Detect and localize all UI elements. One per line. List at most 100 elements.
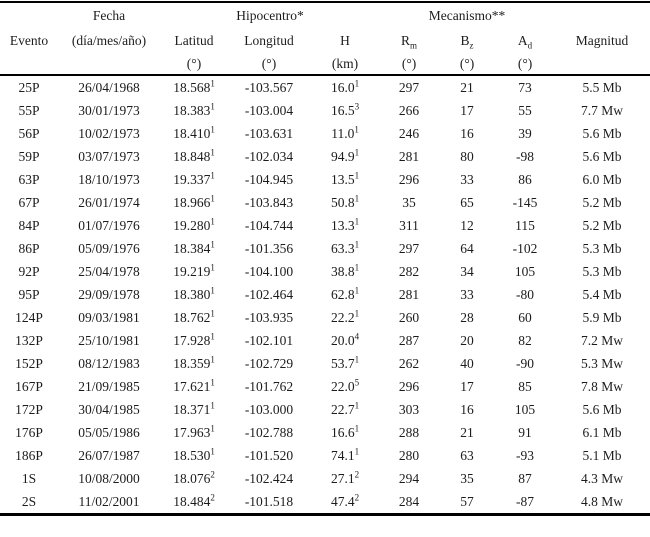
- cell-fecha: 18/10/1973: [78, 171, 140, 187]
- cell-h-footnote-marker: 5: [354, 377, 360, 387]
- cell-fecha: 10/08/2000: [78, 470, 140, 486]
- cell-rm: 296: [398, 171, 420, 187]
- cell-h-footnote-marker: 1: [354, 262, 360, 272]
- column-header-h: H: [340, 32, 350, 48]
- cell-latitud-footnote-marker: 1: [210, 377, 215, 387]
- cell-bz: 63: [460, 447, 474, 463]
- group-header-mecanismo: Mecanismo**: [428, 7, 506, 23]
- group-header-spacer-evento: [0, 2, 58, 28]
- cell-longitud: -103.843: [244, 194, 294, 210]
- cell-bz: 64: [460, 240, 474, 256]
- cell-magnitud: 5.3 Mw: [581, 355, 624, 371]
- bz-subscript: z: [469, 40, 474, 51]
- cell-latitud: 18.3591: [173, 354, 215, 371]
- unit-ad: (°): [496, 53, 555, 76]
- group-header-hipocentro: Hipocentro*: [236, 7, 304, 23]
- cell-ad: 91: [518, 424, 532, 440]
- column-header-latitud: Latitud: [174, 32, 214, 48]
- cell-longitud: -101.356: [244, 240, 294, 256]
- cell-magnitud: 5.4 Mb: [582, 286, 622, 302]
- cell-fecha: 09/03/1981: [78, 309, 140, 325]
- cell-fecha: 21/09/1985: [78, 378, 140, 394]
- cell-latitud-footnote-marker: 2: [210, 469, 215, 479]
- cell-evento: 186P: [15, 447, 43, 463]
- cell-ad: 87: [518, 470, 532, 486]
- table-row: 132P 25/10/1981 17.9281 -102.101 20.04 287 20 8…: [0, 329, 650, 352]
- cell-fecha: 03/07/1973: [78, 148, 140, 164]
- cell-evento: 25P: [18, 79, 40, 95]
- cell-longitud: -101.520: [244, 447, 294, 463]
- cell-fecha: 05/09/1976: [78, 240, 140, 256]
- cell-magnitud: 5.6 Mb: [582, 401, 622, 417]
- cell-h-footnote-marker: 2: [354, 469, 360, 479]
- column-label-row: Evento (día/mes/año) Latitud Longitud H …: [0, 28, 650, 53]
- cell-magnitud: 7.8 Mw: [581, 378, 624, 394]
- cell-latitud-footnote-marker: 1: [210, 170, 215, 180]
- cell-h-footnote-marker: 1: [354, 423, 360, 433]
- cell-bz: 20: [460, 332, 474, 348]
- cell-rm: 311: [399, 217, 419, 233]
- cell-fecha: 30/04/1985: [78, 401, 140, 417]
- cell-fecha: 26/01/1974: [78, 194, 140, 210]
- cell-h: 63.31: [330, 239, 360, 256]
- cell-longitud: -103.631: [244, 125, 294, 141]
- cell-rm: 297: [398, 79, 420, 95]
- cell-latitud: 18.3801: [173, 285, 215, 302]
- cell-bz: 28: [460, 309, 474, 325]
- column-header-longitud: Longitud: [244, 32, 294, 48]
- cell-longitud: -102.101: [244, 332, 294, 348]
- cell-latitud-footnote-marker: 1: [210, 308, 215, 318]
- cell-h-footnote-marker: 3: [354, 101, 360, 111]
- cell-latitud-footnote-marker: 1: [210, 239, 215, 249]
- cell-ad: 115: [515, 217, 535, 233]
- cell-rm: 246: [398, 125, 420, 141]
- cell-ad: 82: [518, 332, 532, 348]
- cell-magnitud: 5.2 Mb: [582, 194, 622, 210]
- table-row: 176P 05/05/1986 17.9631 -102.788 16.61 288 21 9…: [0, 421, 650, 444]
- cell-latitud: 18.0762: [173, 469, 215, 486]
- cell-longitud: -101.762: [244, 378, 294, 394]
- table-row: 124P 09/03/1981 18.7621 -103.935 22.21 260 28 6…: [0, 306, 650, 329]
- group-header-row: Fecha Hipocentro* Mecanismo**: [0, 2, 650, 28]
- unit-h: (km): [310, 53, 381, 76]
- table-row: 55P 30/01/1973 18.3831 -103.004 16.53 266 17 55…: [0, 99, 650, 122]
- cell-rm: 260: [398, 309, 420, 325]
- cell-rm: 281: [398, 286, 420, 302]
- cell-latitud: 18.8481: [173, 147, 215, 164]
- cell-evento: 92P: [18, 263, 40, 279]
- cell-rm: 288: [398, 424, 420, 440]
- cell-longitud: -104.744: [244, 217, 294, 233]
- column-header-bz: Bz: [438, 28, 496, 53]
- cell-fecha: 30/01/1973: [78, 102, 140, 118]
- cell-longitud: -104.100: [244, 263, 294, 279]
- cell-h: 62.81: [330, 285, 360, 302]
- table-row: 63P 18/10/1973 19.3371 -104.945 13.51 296 33 86…: [0, 168, 650, 191]
- cell-magnitud: 5.9 Mb: [582, 309, 622, 325]
- unit-row: (°) (°) (km) (°) (°) (°): [0, 53, 650, 76]
- cell-ad: 39: [518, 125, 532, 141]
- cell-evento: 2S: [21, 493, 37, 509]
- cell-bz: 16: [460, 401, 474, 417]
- rm-base: R: [401, 32, 411, 48]
- cell-h-footnote-marker: 1: [354, 193, 360, 203]
- group-header-fecha: Fecha: [92, 7, 126, 23]
- cell-rm: 284: [398, 493, 420, 509]
- cell-evento: 55P: [18, 102, 40, 118]
- seismic-events-table: Fecha Hipocentro* Mecanismo** Evento (dí…: [0, 1, 650, 516]
- table-row: 172P 30/04/1985 18.3711 -103.000 22.71 303 16 1…: [0, 398, 650, 421]
- cell-magnitud: 5.6 Mb: [582, 125, 622, 141]
- table-row: 167P 21/09/1985 17.6211 -101.762 22.05 296 17 8…: [0, 375, 650, 398]
- cell-h: 13.31: [330, 216, 360, 233]
- cell-ad: -98: [516, 148, 535, 164]
- column-header-ad: Ad: [496, 28, 554, 53]
- cell-fecha: 29/09/1978: [78, 286, 140, 302]
- cell-fecha: 05/05/1986: [78, 424, 140, 440]
- cell-h-footnote-marker: 1: [354, 354, 360, 364]
- cell-h-footnote-marker: 1: [354, 147, 360, 157]
- cell-h: 74.11: [330, 446, 360, 463]
- cell-evento: 63P: [18, 171, 40, 187]
- cell-fecha: 26/07/1987: [78, 447, 140, 463]
- unit-latitud: (°): [160, 53, 228, 76]
- cell-longitud: -103.000: [244, 401, 294, 417]
- cell-bz: 12: [460, 217, 474, 233]
